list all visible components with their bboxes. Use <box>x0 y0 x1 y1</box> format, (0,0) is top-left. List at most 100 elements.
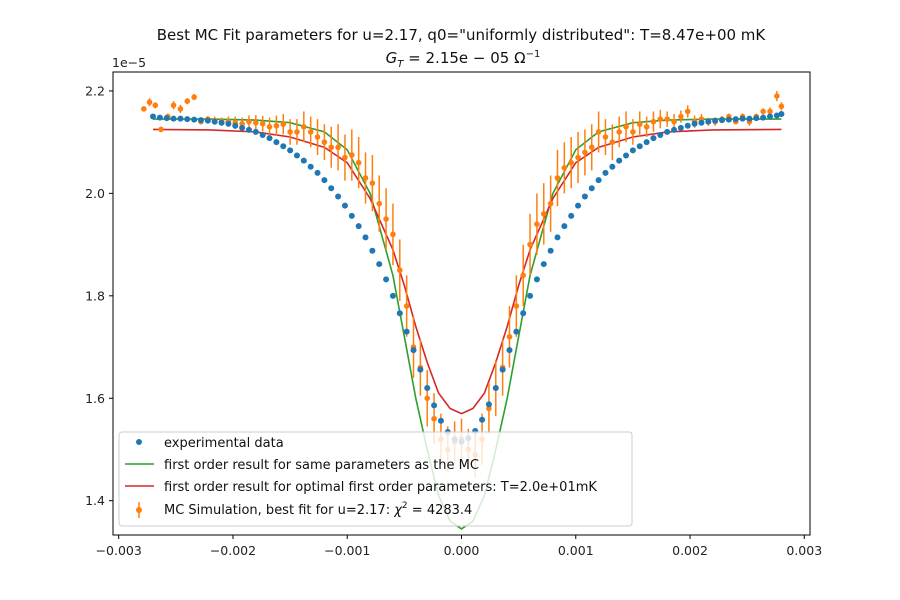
experimental-point <box>575 202 582 209</box>
mc-point <box>540 211 547 217</box>
experimental-point <box>595 177 602 184</box>
legend-label-red: first order result for optimal first ord… <box>164 480 597 495</box>
experimental-point <box>396 310 403 317</box>
mc-point <box>273 122 280 129</box>
experimental-point <box>719 117 726 124</box>
legend-box <box>118 431 633 527</box>
mc-point <box>355 159 362 166</box>
experimental-point <box>636 143 643 150</box>
experimental-point <box>513 328 520 335</box>
experimental-point <box>184 116 191 123</box>
mc-point <box>321 139 328 145</box>
mc-point <box>534 221 540 227</box>
legend-mc-chi: χ <box>393 503 403 518</box>
mc-point <box>294 129 300 135</box>
mc-point <box>602 134 609 140</box>
experimental-point <box>479 416 486 423</box>
x-tick-label: 0.000 <box>444 543 480 558</box>
mc-point <box>568 159 574 166</box>
legend-marker-errorbar-dot <box>136 507 142 513</box>
experimental-point <box>293 152 300 159</box>
experimental-point <box>403 328 410 335</box>
experimental-point <box>197 117 204 124</box>
experimental-point <box>657 131 664 138</box>
mc-point <box>184 98 191 104</box>
x-tick-label: 0.001 <box>558 543 594 558</box>
experimental-point <box>588 185 595 192</box>
y-tick-label: 1.4 <box>85 493 105 508</box>
mc-point <box>609 139 616 145</box>
mc-point <box>527 241 533 248</box>
experimental-point <box>677 124 684 131</box>
experimental-point <box>321 177 328 184</box>
mc-point <box>246 118 252 125</box>
mc-point <box>376 200 383 207</box>
mc-point <box>664 116 670 122</box>
mc-point <box>486 405 492 412</box>
experimental-point <box>163 115 170 122</box>
experimental-point <box>773 112 780 119</box>
mc-point <box>390 231 396 238</box>
y-tick-label: 2.0 <box>85 186 105 201</box>
experimental-point <box>307 163 314 170</box>
experimental-point <box>225 120 232 127</box>
experimental-point <box>506 347 513 354</box>
experimental-point <box>170 115 177 122</box>
y-tick-label: 1.8 <box>85 288 105 303</box>
legend-label-mc: MC Simulation, best fit for u=2.17: χ2 =… <box>164 501 472 518</box>
experimental-point <box>623 152 630 159</box>
mc-point <box>424 395 431 402</box>
mc-point <box>616 129 622 135</box>
chart-subtitle: GT = 2.15e − 05 Ω−1 <box>386 49 541 70</box>
experimental-point <box>417 366 424 373</box>
legend: experimental data first order result for… <box>118 431 633 527</box>
experimental-point <box>499 366 506 373</box>
mc-point <box>588 144 595 151</box>
mc-point <box>506 333 513 340</box>
experimental-point <box>664 128 671 135</box>
experimental-point <box>561 223 568 230</box>
experimental-point <box>328 185 335 192</box>
series-line-0 <box>153 118 782 530</box>
mc-point <box>280 121 287 128</box>
experimental-point <box>355 223 362 230</box>
series-line-1 <box>152 128 782 415</box>
experimental-point <box>218 119 225 126</box>
experimental-point <box>232 122 239 129</box>
mc-point <box>266 124 273 130</box>
mc-point <box>630 129 636 135</box>
experimental-point <box>348 212 355 219</box>
experimental-point <box>177 115 184 122</box>
mc-point <box>301 124 307 130</box>
mc-point <box>253 119 259 126</box>
mc-point <box>369 180 376 186</box>
mc-point <box>170 102 177 109</box>
mc-point <box>141 106 147 112</box>
experimental-point <box>287 147 294 154</box>
x-tick-label: −0.002 <box>210 543 256 558</box>
legend-mc-post: = 4283.4 <box>408 503 473 518</box>
experimental-point <box>725 116 732 123</box>
experimental-point <box>629 147 636 154</box>
experimental-point <box>746 115 753 122</box>
experimental-point <box>383 276 390 283</box>
experimental-point <box>266 135 273 142</box>
experimental-point <box>602 169 609 176</box>
experimental-point <box>341 202 348 209</box>
experimental-point <box>280 143 287 150</box>
experimental-point <box>554 234 561 241</box>
mc-point <box>191 94 197 100</box>
legend-label-experimental: experimental data <box>164 436 284 451</box>
mc-point <box>383 216 389 222</box>
y-offset-label: 1e−5 <box>112 55 146 70</box>
mc-point <box>342 154 348 161</box>
subtitle-sub: T <box>397 59 404 70</box>
x-tick-label: −0.003 <box>96 543 142 558</box>
experimental-point <box>204 117 211 124</box>
experimental-point <box>671 126 678 133</box>
experimental-point <box>362 234 369 241</box>
mc-point <box>643 124 650 130</box>
experimental-point <box>252 128 259 135</box>
legend-mc-sup: 2 <box>402 501 408 511</box>
mc-point <box>314 134 321 140</box>
